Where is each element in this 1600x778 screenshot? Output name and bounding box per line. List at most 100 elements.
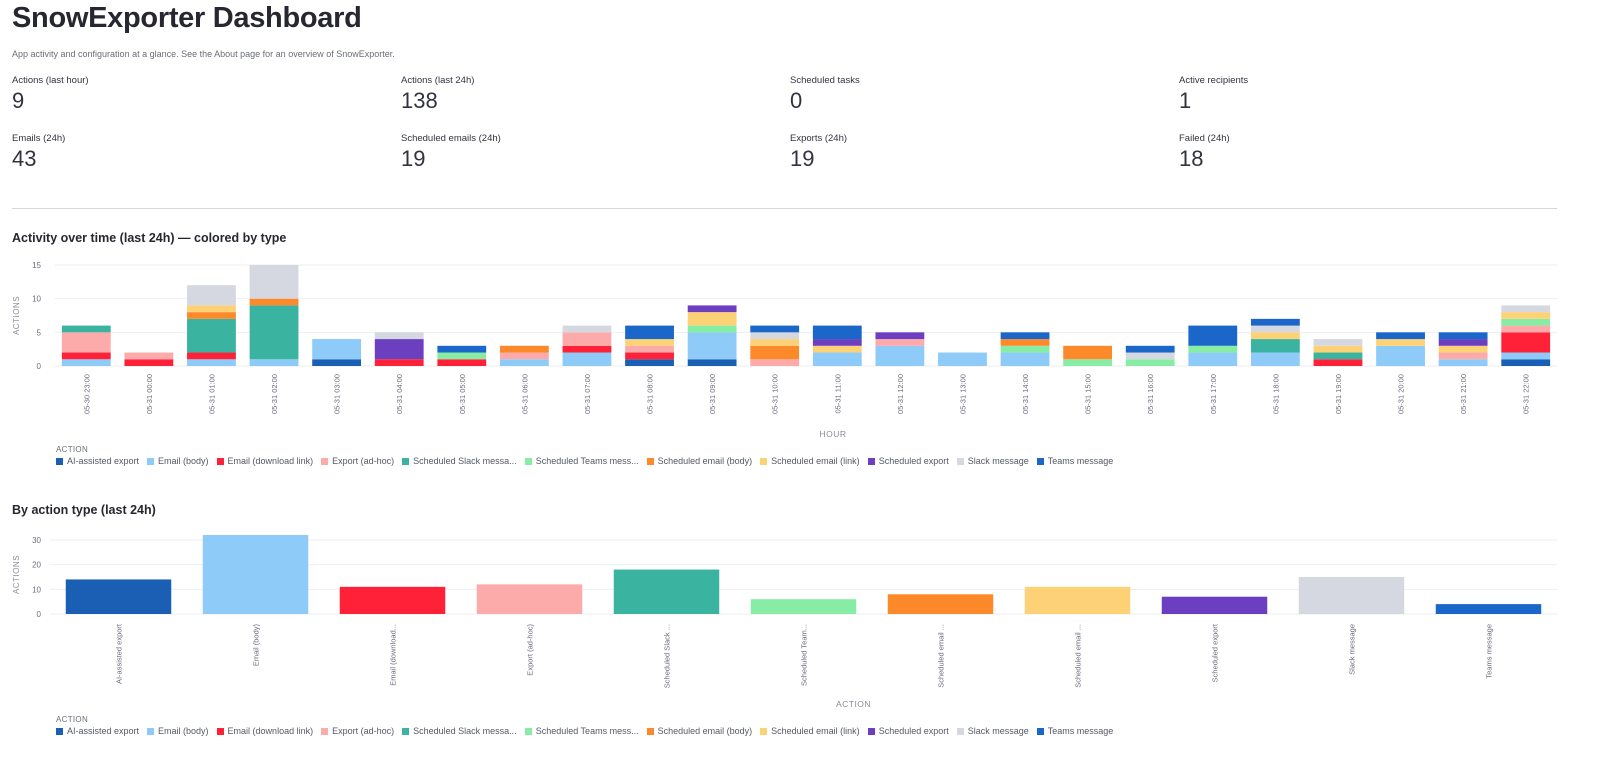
legend-item[interactable]: Email (download link) <box>216 456 314 466</box>
bar-segment <box>1250 318 1300 326</box>
x-tick-label: 05-31 08:00 <box>646 374 655 414</box>
metric-value: 138 <box>401 88 438 113</box>
bar-segment <box>1438 345 1488 353</box>
x-tick-label: 05-31 12:00 <box>896 374 905 414</box>
legend-item[interactable]: Scheduled Slack messa... <box>402 726 517 736</box>
bar-segment <box>687 325 737 333</box>
y-tick-label: 5 <box>37 328 42 337</box>
legend-label: Export (ad-hoc) <box>332 726 395 736</box>
metric-active-recipients: Active recipients 1 <box>1179 75 1549 114</box>
legend-label: Scheduled email (link) <box>771 726 860 736</box>
metric-value: 19 <box>401 146 426 171</box>
x-axis-label: ACTION <box>836 699 871 709</box>
legend-label: Email (download link) <box>227 456 314 466</box>
bar-segment <box>499 345 549 353</box>
legend-swatch <box>1036 457 1044 465</box>
legend-item[interactable]: Export (ad-hoc) <box>321 456 394 466</box>
legend-item[interactable]: Teams message <box>1036 726 1113 736</box>
legend-swatch <box>147 727 155 735</box>
metric-value: 18 <box>1179 146 1204 171</box>
metric-scheduled-tasks: Scheduled tasks 0 <box>790 75 1160 114</box>
legend-swatch <box>56 727 63 735</box>
bar-segment <box>562 332 612 346</box>
x-tick-label: AI-assisted export <box>115 623 124 684</box>
y-tick-label: 10 <box>32 295 41 304</box>
x-tick-label: 05-31 15:00 <box>1084 374 1093 414</box>
bar-segment <box>1250 339 1300 353</box>
bar-segment <box>374 332 424 340</box>
legend-label: Export (ad-hoc) <box>332 456 395 466</box>
bar-segment <box>187 305 236 313</box>
legend-item[interactable]: Scheduled Teams mess... <box>524 456 639 466</box>
legend-label: Scheduled export <box>878 456 949 466</box>
bar-segment <box>750 332 800 340</box>
activity-chart-title: Activity over time (last 24h) — colored … <box>12 231 287 245</box>
legend-item[interactable]: Scheduled email (body) <box>646 456 752 466</box>
legend-item[interactable]: AI-assisted export <box>56 456 139 466</box>
legend-swatch <box>56 457 63 465</box>
x-tick-label: 05-31 11:00 <box>833 374 842 413</box>
legend-item[interactable]: Scheduled email (body) <box>646 726 752 736</box>
x-tick-label: Email (download... <box>389 624 398 686</box>
legend-item[interactable]: Scheduled export <box>867 726 949 736</box>
legend-item[interactable]: AI-assisted export <box>56 726 139 736</box>
legend-item[interactable]: Slack message <box>956 456 1029 466</box>
page-title: SnowExporter Dashboard <box>12 2 362 34</box>
y-axis-label: ACTIONS <box>12 296 21 335</box>
bar-segment <box>1250 332 1300 340</box>
y-tick-label: 30 <box>32 536 41 545</box>
legend-item[interactable]: Email (body) <box>147 456 209 466</box>
bar <box>887 594 994 614</box>
legend-item[interactable]: Scheduled export <box>867 456 949 466</box>
legend-item[interactable]: Email (body) <box>147 726 209 736</box>
legend-label: Scheduled Slack messa... <box>413 456 517 466</box>
bar-segment <box>1376 345 1425 366</box>
bar-segment <box>875 345 925 366</box>
bar <box>339 586 446 614</box>
legend-item[interactable]: Scheduled Slack messa... <box>402 456 517 466</box>
bar-segment <box>1501 312 1551 319</box>
x-tick-label: 05-31 19:00 <box>1334 374 1343 414</box>
bar-segment <box>562 345 612 353</box>
legend-item[interactable]: Teams message <box>1036 456 1113 466</box>
legend-item[interactable]: Scheduled email (link) <box>760 726 860 736</box>
bar <box>1024 586 1131 614</box>
page-subtitle: App activity and configuration at a glan… <box>12 49 395 59</box>
metric-label: Emails (24h) <box>12 133 66 144</box>
legend-title: ACTION <box>56 445 89 454</box>
bar-segment <box>1376 332 1425 340</box>
y-tick-label: 10 <box>32 585 41 594</box>
legend-swatch <box>956 457 964 465</box>
legend-item[interactable]: Slack message <box>956 726 1029 736</box>
legend-item[interactable]: Email (download link) <box>216 726 313 736</box>
bar-segment <box>374 339 424 360</box>
bar-segment <box>812 352 862 366</box>
bar-segment <box>312 339 362 360</box>
legend-label: Scheduled Slack messa... <box>413 726 517 736</box>
metric-label: Failed (24h) <box>1179 133 1230 144</box>
x-tick-label: 05-31 10:00 <box>771 374 780 414</box>
bar-segment <box>1250 352 1300 366</box>
bar-segment <box>687 332 737 360</box>
bar-segment <box>61 325 111 333</box>
bar-segment <box>1501 305 1551 313</box>
legend-label: Scheduled Teams mess... <box>535 456 639 466</box>
metric-label: Active recipients <box>1179 75 1249 86</box>
bar <box>613 569 720 614</box>
bar-segment <box>687 305 737 313</box>
legend-label: Scheduled email (link) <box>771 456 860 466</box>
bar-segment <box>1313 359 1363 366</box>
legend-item[interactable]: Scheduled Teams mess... <box>524 726 639 736</box>
legend-item[interactable]: Scheduled email (link) <box>760 456 860 466</box>
x-tick-label: 05-31 17:00 <box>1209 374 1218 414</box>
bar-segment <box>875 332 925 340</box>
bar-segment <box>437 352 487 360</box>
bar-segment <box>1250 325 1300 333</box>
bar <box>1435 604 1542 614</box>
legend-label: Scheduled export <box>878 726 949 736</box>
bar <box>750 599 857 614</box>
legend-item[interactable]: Export (ad-hoc) <box>321 726 394 736</box>
legend-label: Email (body) <box>158 456 209 466</box>
by-action-type-chart: 0 10 20 30 ACTIONS AI-assisted export Email (b… <box>12 535 1557 709</box>
bar-segment <box>312 359 362 366</box>
